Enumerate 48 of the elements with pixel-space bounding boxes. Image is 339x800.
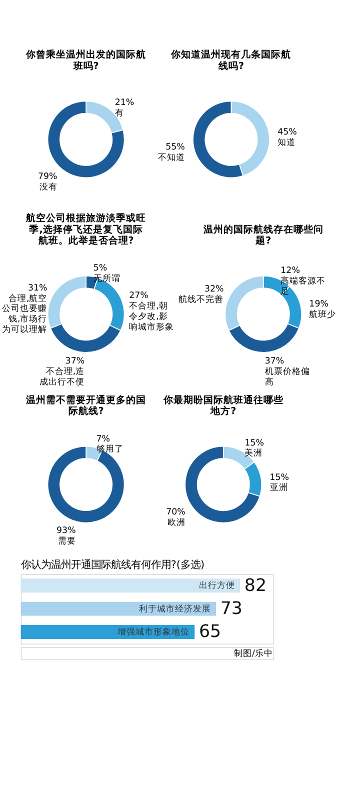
data-label: 65 — [198, 622, 222, 642]
slice-label: 够用了 — [96, 444, 124, 455]
slice-label: 航班少 — [309, 308, 336, 320]
slice-label: 有 — [114, 107, 124, 118]
text: 制图/乐中 — [234, 648, 273, 659]
chart-title: 你知道温州现有几条国际航线吗? — [170, 48, 292, 72]
data-label: 55% — [166, 142, 185, 152]
chart-title: 温州需不需要开通更多的国际航线? — [25, 394, 146, 418]
data-label: 15% — [244, 438, 264, 448]
y-tick-label: 出行方便 — [198, 580, 235, 592]
slice-label: 不合理,造成出行不便 — [40, 366, 85, 388]
slice-label: 没有 — [39, 182, 58, 193]
slice-label: 亚洲 — [270, 482, 288, 494]
data-label: 12% — [280, 266, 300, 276]
donut-slice — [47, 446, 125, 524]
data-label: 15% — [270, 472, 290, 483]
data-label: 45% — [278, 128, 297, 138]
y-tick-label: 增强城市形象地位 — [116, 626, 190, 638]
slice-label: 欧洲 — [167, 517, 186, 528]
data-label: 31% — [28, 283, 48, 294]
slice-label: 航线不完善 — [178, 294, 224, 306]
data-label: 82 — [244, 576, 267, 596]
slice-label: 不合理,朝令夕改,影响城市形象 — [129, 300, 174, 332]
slice-label: 美洲 — [244, 448, 263, 459]
data-label: 32% — [204, 284, 224, 295]
chart-title: 你最期盼国际航班通往哪些地方? — [162, 394, 284, 418]
y-tick-label: 利于城市经济发展 — [138, 603, 211, 614]
data-label: 21% — [114, 98, 134, 108]
chart-title: 温州的国际航线存在哪些问题? — [202, 223, 324, 247]
data-label: 19% — [309, 300, 328, 310]
slice-label: 合理,航空公司也要赚钱,市场行为可以理解 — [2, 292, 48, 336]
donut-slice — [184, 446, 260, 524]
data-label: 73 — [220, 599, 242, 620]
data-label: 37% — [65, 356, 85, 367]
data-label: 27% — [129, 291, 148, 302]
data-label: 93% — [56, 526, 76, 536]
chart-title: 你认为温州开通国际航线有何作用?(多选) — [20, 558, 205, 571]
data-label: 5% — [93, 263, 108, 274]
data-label: 70% — [166, 508, 186, 518]
data-label: 37% — [264, 356, 284, 367]
slice-label: 不知道 — [158, 152, 185, 163]
slice-label: 知道 — [278, 137, 296, 148]
data-label: 7% — [96, 434, 110, 444]
slice-label: 需要 — [58, 535, 76, 546]
chart-title: 你曾乘坐温州出发的国际航班吗? — [25, 48, 146, 72]
data-label: 79% — [38, 172, 58, 182]
slice-label: 机票价格偏高 — [264, 366, 310, 388]
chart-title: 航空公司根据旅游淡季或旺季,选择停飞还是复飞国际航班。此举是否合理? — [25, 212, 146, 247]
